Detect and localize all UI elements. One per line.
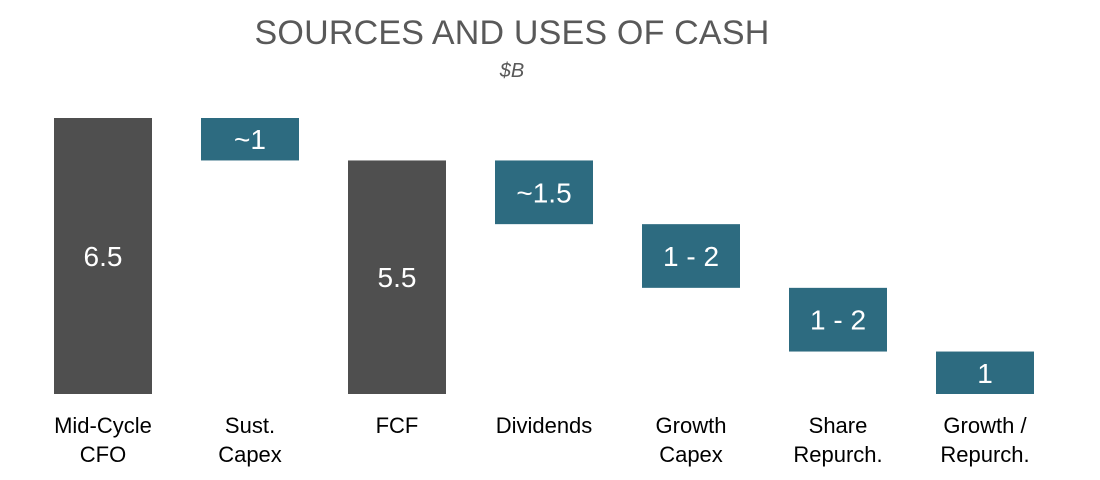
category-label-3: Dividends	[496, 413, 593, 438]
bar-5	[789, 287, 887, 352]
category-label-2: FCF	[376, 413, 419, 438]
chart-title: SOURCES AND USES OF CASH	[254, 14, 770, 52]
bar-0	[54, 118, 152, 394]
category-label-5: Share Repurch.	[793, 413, 882, 467]
bar-value-label-0: 6.5	[84, 241, 123, 272]
bar-6	[936, 351, 1034, 394]
bar-value-label-1: ~1	[234, 124, 266, 155]
bar-4	[642, 224, 740, 288]
bar-1	[201, 118, 299, 161]
bar-value-label-3: ~1.5	[516, 177, 571, 208]
bar-value-label-5: 1 - 2	[810, 305, 866, 336]
category-label-0: Mid-Cycle CFO	[54, 413, 152, 467]
bar-2	[348, 160, 446, 394]
category-label-4: Growth Capex	[656, 413, 727, 467]
bar-value-label-2: 5.5	[378, 262, 417, 293]
bar-value-label-6: 1	[977, 358, 993, 389]
bar-value-label-4: 1 - 2	[663, 241, 719, 272]
category-label-6: Growth / Repurch.	[940, 413, 1029, 467]
category-label-1: Sust. Capex	[218, 413, 282, 467]
bar-3	[495, 160, 593, 225]
chart-subtitle: $B	[499, 60, 525, 82]
